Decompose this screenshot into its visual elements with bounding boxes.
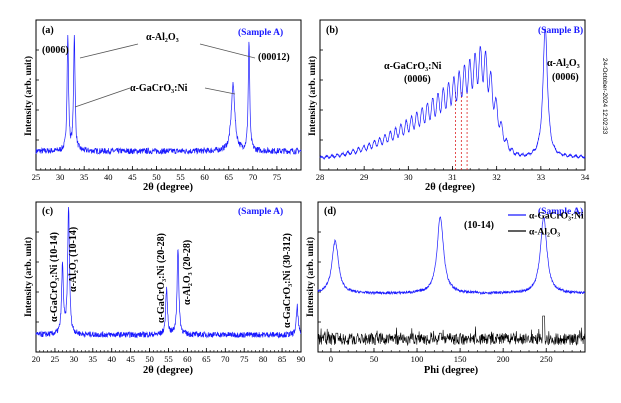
panel-a-curve bbox=[35, 34, 302, 155]
panel-c-ylabel: Intensity (arb. unit) bbox=[23, 237, 34, 317]
panel-a-xtick-label: 25 bbox=[32, 172, 41, 182]
panel-a-xtick-label: 30 bbox=[56, 172, 65, 182]
panel-a-peak-0006: (0006) bbox=[42, 45, 69, 56]
panel-a-arrows bbox=[74, 43, 256, 108]
panel-d: 0 50 100 150 200 250 (d) (Sample A) (10-14) α… bbox=[305, 201, 586, 376]
panel-c-xtick-label: 55 bbox=[164, 354, 173, 364]
panel-b-label: (b) bbox=[326, 25, 338, 36]
panel-a-xtick-label: 40 bbox=[104, 172, 113, 182]
panel-b-al2o3-label: α-Al₂O₃ bbox=[547, 58, 580, 69]
panel-a-gacro3-label: α-GaCrO₃:Ni bbox=[130, 83, 188, 94]
panel-b-gacro3-label: α-GaCrO₃:Ni bbox=[384, 61, 442, 72]
panel-d-hkl: (10-14) bbox=[464, 220, 494, 231]
panel-b-xlabel: 2θ (degree) bbox=[425, 182, 475, 193]
panel-a-xtick-label: 70 bbox=[249, 172, 258, 182]
panel-c: 20 25 30 35 40 45 50 55 60 65 70 75 80 85 90 (c) (Samp… bbox=[23, 201, 306, 376]
panel-b: 28 29 30 31 32 33 34 (b) (Sample B) α-GaCrO₃:N… bbox=[307, 19, 590, 193]
panel-c-xtick-label: 40 bbox=[107, 354, 116, 364]
panel-c-sample: (Sample A) bbox=[238, 206, 283, 217]
panel-b-xtick-label: 30 bbox=[404, 172, 413, 182]
panel-c-xtick-label: 65 bbox=[202, 354, 211, 364]
panel-d-legend: α-GaCrO₃:Ni α-Al₂O₃ bbox=[508, 212, 584, 238]
panel-c-xtick-label: 50 bbox=[145, 354, 154, 364]
panel-a-peak-00012: (00012) bbox=[258, 52, 290, 63]
panel-c-xtick-label: 25 bbox=[51, 354, 60, 364]
panel-a-xlabel: 2θ (degree) bbox=[143, 182, 193, 193]
panel-c-xlabel: 2θ (degree) bbox=[143, 365, 193, 376]
panel-a-frame bbox=[35, 19, 302, 171]
panel-b-sample: (Sample B) bbox=[538, 25, 583, 36]
panel-a-label: (a) bbox=[42, 25, 54, 36]
panel-c-xtick-label: 75 bbox=[240, 354, 249, 364]
panel-b-al2o3-hkl: (0006) bbox=[552, 72, 579, 83]
panel-b-xtick-label: 31 bbox=[448, 172, 457, 182]
panel-c-xtick-label: 60 bbox=[183, 354, 192, 364]
timestamp: 24-October-2024 12:02:33 bbox=[601, 58, 608, 135]
panel-c-curve bbox=[35, 206, 302, 339]
panel-d-label: (d) bbox=[324, 206, 336, 217]
panel-a-xtick-label: 55 bbox=[176, 172, 185, 182]
panel-c-xtick-label: 85 bbox=[278, 354, 287, 364]
legend-label-al2o3: α-Al₂O₃ bbox=[529, 228, 560, 238]
panel-b-xtick-label: 29 bbox=[360, 172, 369, 182]
panel-c-xtick-label: 30 bbox=[70, 354, 79, 364]
panel-c-gacro3-1014: α-GaCrO₃:Ni (10-14) bbox=[49, 232, 60, 322]
panel-b-gacro3-hkl: (0006) bbox=[404, 74, 431, 85]
panel-a-xtick-label: 50 bbox=[152, 172, 161, 182]
panel-b-xtick-label: 34 bbox=[581, 172, 590, 182]
panel-d-ylabel: Intensity (arb. unit) bbox=[305, 237, 316, 317]
legend-label-gacro3: α-GaCrO₃:Ni bbox=[529, 212, 584, 222]
panel-d-al2o3-curve bbox=[317, 315, 586, 347]
panel-c-al2o3-1014: α-Al₂O₃ (10-14) bbox=[68, 227, 79, 292]
panel-a-xtick-label: 75 bbox=[273, 172, 282, 182]
panel-d-xtick-label: 100 bbox=[411, 354, 424, 364]
panel-b-xtick-label: 33 bbox=[537, 172, 546, 182]
panel-c-label: (c) bbox=[42, 206, 53, 217]
panel-d-xtick-label: 250 bbox=[540, 354, 553, 364]
panel-b-curve bbox=[319, 28, 586, 161]
panel-c-xtick-label: 20 bbox=[32, 354, 41, 364]
panel-d-xtick-label: 0 bbox=[329, 354, 333, 364]
panel-d-gacro3-curve bbox=[317, 216, 586, 296]
panel-a-al2o3-label: α-Al₂O₃ bbox=[146, 32, 179, 43]
panel-a-xtick-label: 65 bbox=[224, 172, 233, 182]
panel-b-guide-lines bbox=[455, 92, 468, 170]
panel-d-xtick-label: 200 bbox=[497, 354, 510, 364]
panel-c-xtick-label: 35 bbox=[89, 354, 98, 364]
panel-a: 25 30 35 40 45 50 55 60 65 70 75 (a) (Sample A) (0… bbox=[23, 19, 302, 193]
panel-c-xtick-label: 80 bbox=[259, 354, 268, 364]
panel-d-sample: (Sample A) bbox=[538, 206, 583, 217]
panel-a-xtick-label: 35 bbox=[80, 172, 89, 182]
panel-c-xtick-label: 90 bbox=[297, 354, 306, 364]
panel-a-ylabel: Intensity (arb. unit) bbox=[23, 56, 34, 136]
panel-a-xtick-label: 60 bbox=[200, 172, 209, 182]
panel-c-xtick-label: 45 bbox=[126, 354, 135, 364]
panel-c-gacro3-2028: α-GaCrO₃:Ni (20-28) bbox=[156, 233, 167, 323]
panel-b-xtick-label: 32 bbox=[492, 172, 501, 182]
panel-a-sample: (Sample A) bbox=[238, 27, 283, 38]
panel-b-xtick-label: 28 bbox=[316, 172, 325, 182]
panel-d-xlabel: Phi (degree) bbox=[424, 365, 479, 376]
panel-d-xtick-label: 50 bbox=[370, 354, 379, 364]
panel-b-ylabel: Intensity (arb. unit) bbox=[307, 56, 318, 136]
panel-c-gacro3-30312: α-GaCrO₃:Ni (30-312) bbox=[282, 233, 293, 328]
panel-a-xtick-label: 45 bbox=[128, 172, 137, 182]
panel-c-xtick-label: 70 bbox=[221, 354, 230, 364]
panel-d-xtick-label: 150 bbox=[454, 354, 467, 364]
panel-c-al2o3-2028: α-Al₂O₃ (20-28) bbox=[182, 240, 193, 305]
